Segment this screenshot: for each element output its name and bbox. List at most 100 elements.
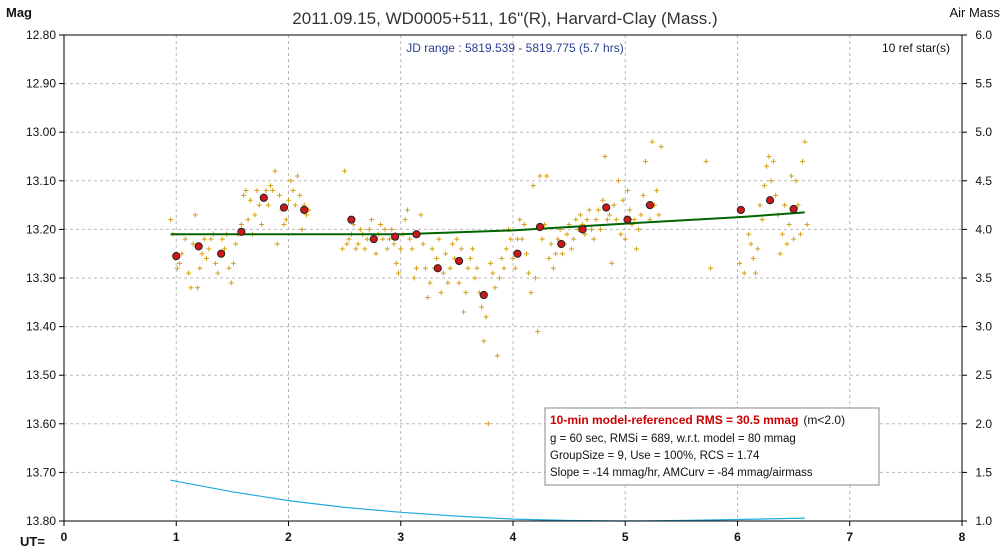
y-tick-label-mag: 13.20	[26, 222, 56, 236]
raw-data-point	[418, 212, 424, 218]
raw-data-point	[501, 265, 507, 271]
raw-data-point	[528, 290, 534, 296]
raw-data-point	[252, 212, 258, 218]
y-tick-label-airmass: 2.0	[975, 417, 992, 431]
raw-data-point	[640, 192, 646, 198]
raw-data-point	[535, 328, 541, 334]
stats-line-3: GroupSize = 9, Use = 100%, RCS = 1.74	[550, 450, 760, 462]
binned-data-point	[765, 196, 775, 205]
raw-data-point	[741, 270, 747, 276]
raw-data-point	[577, 212, 583, 218]
raw-data-point	[174, 265, 180, 271]
raw-data-point	[283, 217, 289, 223]
trend-line	[170, 211, 805, 236]
y-tick-label-airmass: 4.0	[975, 222, 992, 236]
raw-data-point	[449, 241, 455, 247]
raw-data-point	[355, 241, 361, 247]
raw-data-point	[458, 246, 464, 252]
right-axis-label: Air Mass	[949, 5, 1000, 20]
y-tick-label-airmass: 3.5	[975, 271, 992, 285]
raw-data-point	[208, 236, 214, 242]
raw-data-point	[512, 265, 518, 271]
raw-data-point	[219, 236, 225, 242]
raw-data-point	[481, 338, 487, 344]
raw-data-point	[201, 236, 207, 242]
raw-data-point	[607, 212, 613, 218]
raw-data-point	[168, 217, 174, 223]
raw-data-point	[443, 251, 449, 257]
y-tick-label-airmass: 5.0	[975, 125, 992, 139]
raw-data-point	[188, 285, 194, 291]
raw-data-point	[514, 236, 520, 242]
raw-data-point	[425, 294, 431, 300]
binned-data-point	[300, 205, 309, 215]
x-tick-label: 4	[510, 530, 517, 544]
grid	[64, 35, 962, 521]
raw-data-point	[602, 154, 608, 159]
raw-data-point	[238, 222, 244, 228]
y-tick-label-mag: 13.50	[26, 368, 56, 382]
raw-data-point	[380, 236, 386, 242]
x-tick-label: 5	[622, 530, 629, 544]
raw-data-point	[485, 421, 491, 427]
raw-data-point	[568, 246, 574, 252]
raw-data-point	[656, 212, 662, 218]
raw-data-point	[344, 241, 350, 247]
raw-data-point	[398, 246, 404, 252]
raw-data-point	[802, 139, 808, 145]
raw-data-point	[387, 236, 393, 242]
raw-data-point	[490, 270, 496, 276]
raw-data-point	[409, 246, 415, 252]
raw-data-point	[777, 251, 783, 257]
binned-data-point	[217, 249, 226, 258]
raw-data-point	[631, 217, 637, 223]
raw-data-point	[472, 275, 478, 281]
raw-data-point	[593, 217, 599, 223]
binned-data-point	[455, 256, 464, 266]
stats-box: 10-min model-referenced RMS = 30.5 mmag (…	[544, 407, 880, 486]
raw-data-point	[404, 207, 410, 213]
raw-data-point	[215, 270, 221, 276]
raw-data-point	[454, 236, 460, 242]
raw-data-point	[748, 241, 754, 247]
raw-data-point	[197, 265, 203, 271]
y-tick-label-mag: 13.00	[26, 125, 56, 139]
raw-data-point	[519, 236, 525, 242]
raw-data-point	[627, 207, 633, 213]
raw-data-point	[391, 241, 397, 247]
raw-data-point	[497, 275, 503, 281]
raw-data-point	[281, 222, 287, 228]
raw-data-point	[438, 290, 444, 296]
stats-line-2: g = 60 sec, RMSi = 689, w.r.t. model = 8…	[550, 433, 796, 445]
binned-points-layer	[172, 193, 798, 300]
raw-data-point	[622, 236, 628, 242]
raw-data-point	[177, 260, 183, 266]
raw-data-point	[402, 217, 408, 223]
raw-data-point	[638, 212, 644, 218]
raw-data-point	[586, 207, 592, 213]
plot-frame	[63, 34, 963, 522]
jd-range-label: JD range : 5819.539 - 5819.775 (5.7 hrs)	[406, 41, 623, 55]
raw-data-point	[474, 265, 480, 271]
raw-data-point	[600, 197, 606, 203]
raw-data-point	[584, 217, 590, 223]
raw-data-point	[755, 246, 761, 252]
raw-data-point	[274, 241, 280, 247]
chart-title: 2011.09.15, WD0005+511, 16"(R), Harvard-…	[292, 9, 717, 28]
raw-data-point	[190, 241, 196, 247]
raw-data-point	[764, 163, 770, 169]
y-tick-label-airmass: 1.5	[975, 465, 992, 479]
binned-data-point	[623, 215, 632, 224]
stats-rms-suffix: (m<2.0)	[803, 413, 845, 427]
raw-data-point	[517, 217, 523, 223]
raw-data-point	[389, 226, 395, 232]
raw-data-point	[420, 241, 426, 247]
raw-data-point	[604, 217, 610, 223]
raw-data-point	[461, 309, 467, 315]
raw-data-point	[342, 168, 348, 174]
raw-data-point	[456, 280, 462, 286]
raw-data-point	[788, 173, 794, 179]
raw-data-point	[793, 178, 799, 184]
